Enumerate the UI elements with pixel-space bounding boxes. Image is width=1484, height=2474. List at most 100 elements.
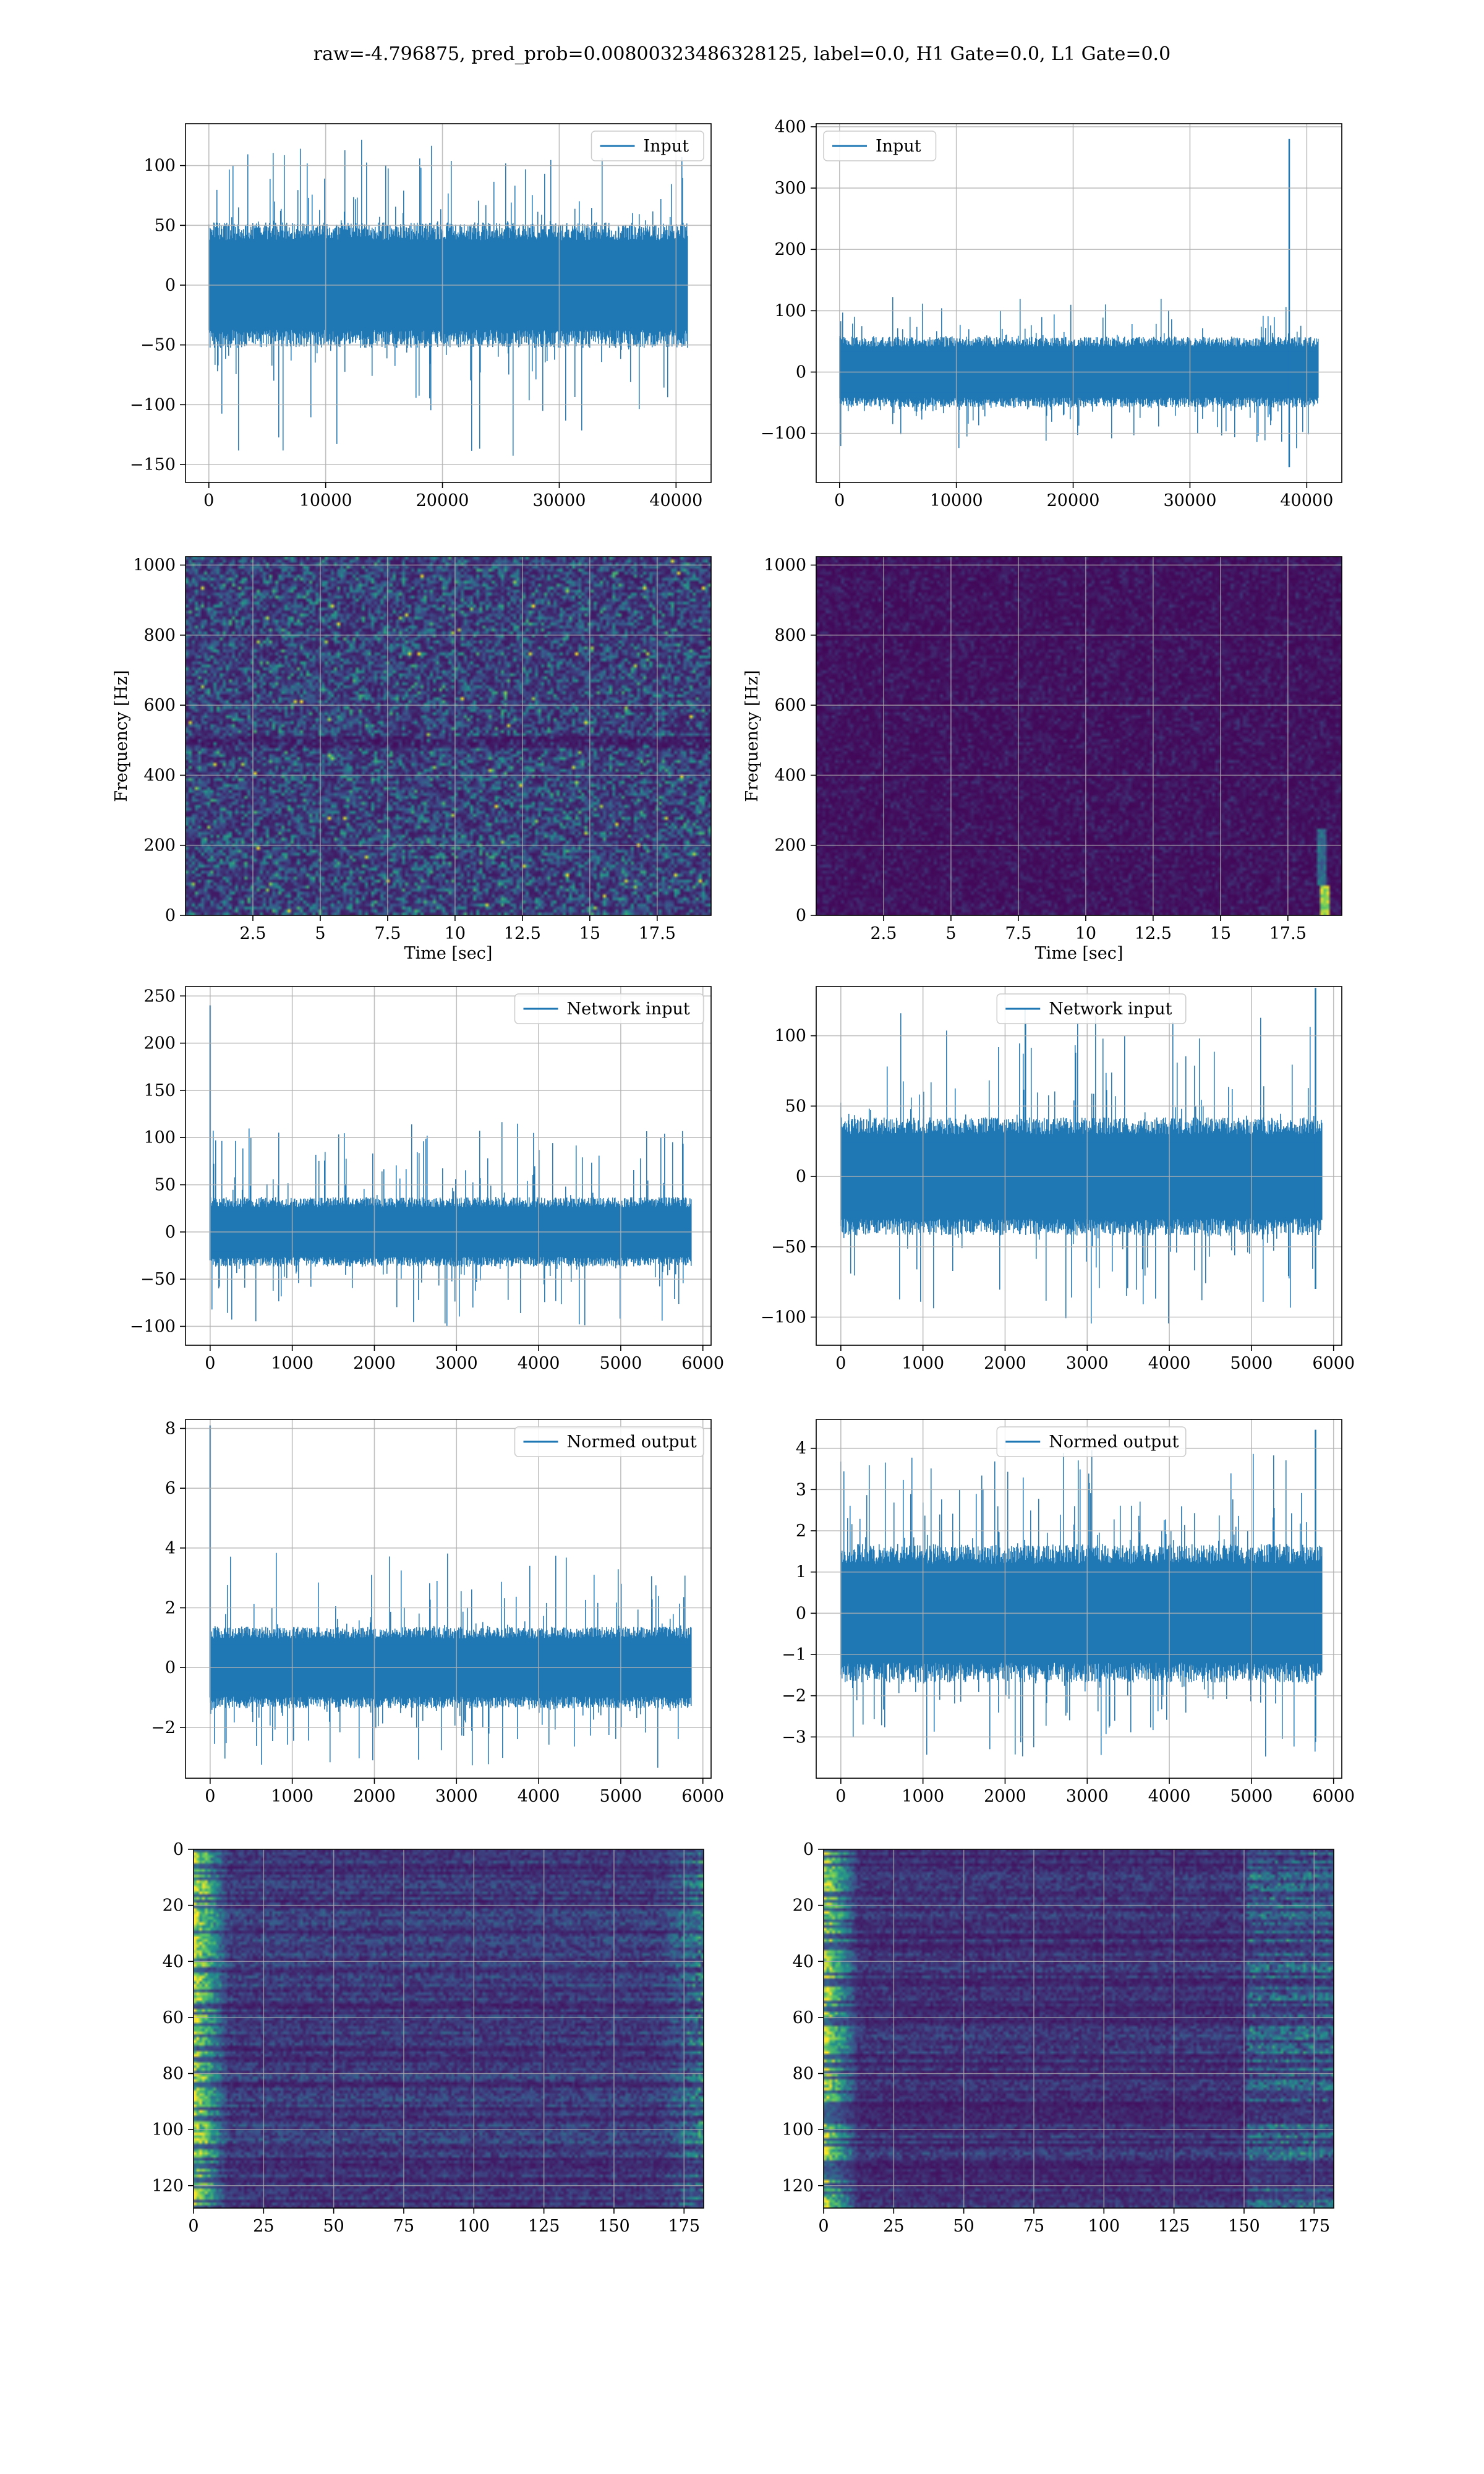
y-tick-label: 60 xyxy=(163,2008,184,2027)
y-tick-label: 50 xyxy=(785,1097,806,1116)
legend: Network input xyxy=(996,993,1187,1024)
x-tick-label: 25 xyxy=(883,2217,904,2236)
y-tick-label: 2 xyxy=(796,1522,806,1541)
y-axis-label: Frequency [Hz] xyxy=(112,670,131,802)
y-tick-label: 1000 xyxy=(764,556,806,575)
x-tick-label: 25 xyxy=(253,2217,274,2236)
x-tick-label: 0 xyxy=(834,491,845,510)
legend: Network input xyxy=(514,993,704,1024)
x-tick-label: 1000 xyxy=(902,1787,944,1806)
x-tick-label: 6000 xyxy=(1312,1354,1355,1373)
x-tick-label: 2.5 xyxy=(870,924,897,943)
x-tick-label: 5000 xyxy=(600,1787,642,1806)
legend-box xyxy=(996,1426,1187,1457)
y-tick-label: 8 xyxy=(165,1419,176,1439)
legend-box xyxy=(514,1426,704,1457)
y-tick-label: −2 xyxy=(782,1687,806,1706)
y-tick-label: −100 xyxy=(130,395,176,414)
y-tick-label: 800 xyxy=(143,626,176,645)
y-tick-label: 0 xyxy=(803,1840,814,1859)
x-tick-label: 175 xyxy=(1298,2217,1330,2236)
y-tick-label: 600 xyxy=(143,696,176,715)
chart-r1c1: 0 10000 20000 30000 40000 −150 −100 −50 0 50 100 In… xyxy=(130,123,712,510)
x-tick-label: 10 xyxy=(1075,924,1096,943)
figure-title: raw=-4.796875, pred_prob=0.0080032348632… xyxy=(313,43,1171,65)
y-tick-label: 100 xyxy=(774,1027,806,1046)
x-tick-label: 0 xyxy=(205,1787,215,1806)
x-tick-label: 3000 xyxy=(435,1354,478,1373)
y-tick-label: 200 xyxy=(143,836,176,855)
chart-r4c2: 0 1000 2000 3000 4000 5000 6000 −3 −2 −1 0 1 2 3 4 Norm… xyxy=(782,1419,1355,1806)
x-tick-label: 3000 xyxy=(1066,1787,1109,1806)
y-tick-label: 3 xyxy=(796,1480,806,1499)
chart-r4c1: 0 1000 2000 3000 4000 5000 6000 −2 0 2 4 6 8 Normed o… xyxy=(151,1419,724,1806)
y-tick-label: −2 xyxy=(151,1718,176,1737)
chart-r3c2: 0 1000 2000 3000 4000 5000 6000 −100 −50 0 50 100 Ne… xyxy=(761,986,1355,1373)
x-tick-label: 17.5 xyxy=(1269,924,1307,943)
axes-frame xyxy=(185,1419,712,1779)
y-tick-label: 50 xyxy=(155,216,176,235)
x-tick-label: 50 xyxy=(323,2217,344,2236)
x-tick-label: 20000 xyxy=(1047,491,1100,510)
y-tick-label: −100 xyxy=(761,1308,806,1327)
x-tick-label: 0 xyxy=(818,2217,829,2236)
y-tick-label: 1 xyxy=(796,1563,806,1582)
legend-label: Normed output xyxy=(567,1432,697,1452)
y-tick-label: −150 xyxy=(130,455,176,474)
chart-r1c2: 0 10000 20000 30000 40000 −100 0 100 200 300 400 In… xyxy=(761,118,1342,510)
y-tick-label: 4 xyxy=(165,1539,176,1558)
y-tick-label: 0 xyxy=(796,1167,806,1186)
y-tick-label: 400 xyxy=(143,766,176,785)
heatmap-image xyxy=(824,1849,1334,2208)
axes-frame xyxy=(185,123,712,483)
y-tick-label: −100 xyxy=(761,424,806,443)
chart-r5c2: 0 25 50 75 100 125 150 175 0 20 40 60 80 100 120 xyxy=(782,1840,1334,2236)
y-tick-label: −3 xyxy=(782,1727,806,1747)
x-tick-label: 40000 xyxy=(1280,491,1333,510)
x-tick-label: 2000 xyxy=(984,1787,1026,1806)
legend: Input xyxy=(591,131,704,161)
y-tick-label: 0 xyxy=(173,1840,184,1859)
x-tick-label: 2.5 xyxy=(239,924,266,943)
y-tick-label: 2 xyxy=(165,1599,176,1618)
legend: Normed output xyxy=(996,1426,1187,1457)
x-tick-label: 15 xyxy=(1210,924,1231,943)
y-tick-label: 0 xyxy=(165,1658,176,1677)
x-tick-label: 2000 xyxy=(353,1354,396,1373)
y-tick-label: 0 xyxy=(796,1604,806,1623)
x-tick-label: 6000 xyxy=(1312,1787,1355,1806)
y-tick-label: 100 xyxy=(782,2120,814,2139)
y-tick-label: 4 xyxy=(796,1439,806,1458)
y-tick-label: 200 xyxy=(774,836,806,855)
chart-r2c1: 2.5 5 7.5 10 12.5 15 17.5 0 200 400 600 800 1000 Time… xyxy=(112,556,712,963)
legend-box xyxy=(514,993,704,1024)
x-tick-label: 5000 xyxy=(1230,1354,1273,1373)
legend-box xyxy=(823,131,937,161)
x-tick-label: 1000 xyxy=(902,1354,944,1373)
y-tick-label: −100 xyxy=(130,1317,176,1336)
axes-frame xyxy=(816,123,1342,483)
x-tick-label: 10000 xyxy=(299,491,352,510)
x-tick-label: 12.5 xyxy=(504,924,541,943)
plot-background xyxy=(186,987,711,1345)
x-tick-label: 50 xyxy=(953,2217,974,2236)
x-tick-label: 6000 xyxy=(681,1354,724,1373)
heatmap-image xyxy=(186,557,711,915)
x-axis-label: Time [sec] xyxy=(1035,944,1124,963)
legend-label: Network input xyxy=(567,999,690,1019)
y-tick-label: 0 xyxy=(165,276,176,295)
x-tick-label: 5000 xyxy=(600,1354,642,1373)
x-tick-label: 150 xyxy=(598,2217,630,2236)
y-tick-label: 50 xyxy=(155,1176,176,1195)
x-tick-label: 40000 xyxy=(649,491,702,510)
axes-frame xyxy=(193,1849,704,2209)
x-tick-label: 0 xyxy=(835,1354,846,1373)
y-tick-label: 300 xyxy=(774,179,806,198)
x-tick-label: 75 xyxy=(393,2217,414,2236)
x-tick-label: 30000 xyxy=(1163,491,1216,510)
x-tick-label: 0 xyxy=(188,2217,198,2236)
axes-frame xyxy=(185,556,712,916)
y-tick-label: 80 xyxy=(163,2065,184,2084)
x-tick-label: 30000 xyxy=(532,491,586,510)
